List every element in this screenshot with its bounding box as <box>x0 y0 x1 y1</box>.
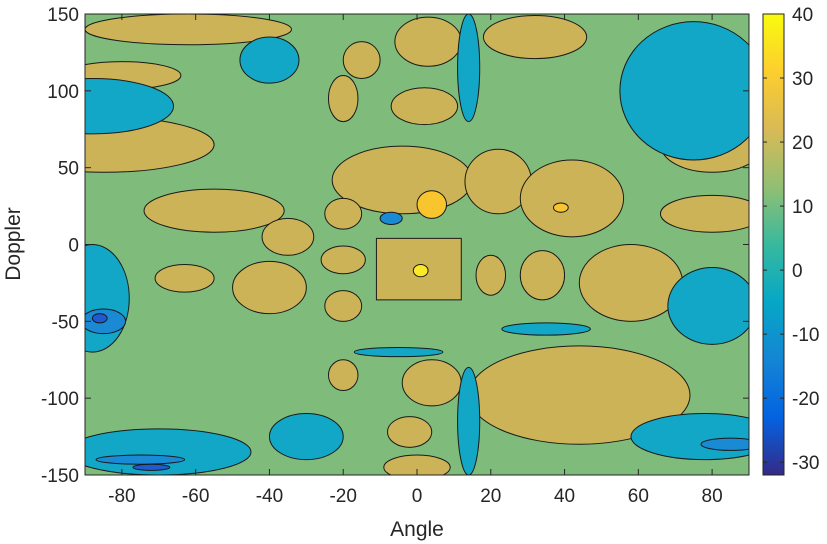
contour-region-27 <box>394 16 462 67</box>
contour-region-6 <box>519 159 625 238</box>
y-tick-label: 100 <box>47 82 79 103</box>
colorbar-tick-label: -20 <box>792 389 819 410</box>
contour-region-39 <box>457 14 481 123</box>
contour-region-30 <box>482 15 588 60</box>
plot-area <box>84 13 750 476</box>
contour-region-38 <box>630 413 749 461</box>
contour-region-17 <box>324 197 363 230</box>
contour-region-42 <box>239 36 300 84</box>
contour-region-48 <box>379 211 403 226</box>
x-tick-label: -60 <box>182 486 209 507</box>
colorbar-gradient <box>762 13 785 476</box>
x-axis-label: Angle <box>390 518 444 541</box>
x-tick-label: -20 <box>329 486 356 507</box>
contour-region-19 <box>475 254 507 296</box>
colorbar-ticks: 40 30 20 10 0 -10 -20 -30 <box>763 5 819 474</box>
colorbar: 40 30 20 10 0 -10 -20 -30 <box>762 5 819 476</box>
y-tick-label: -100 <box>41 389 79 410</box>
contour-regions <box>85 14 749 475</box>
contour-region-4 <box>416 190 448 219</box>
contour-region-36 <box>619 21 749 161</box>
x-tick-label: 80 <box>702 486 723 507</box>
contour-region-34 <box>85 244 130 353</box>
contour-region-10 <box>143 188 285 233</box>
contour-region-49 <box>132 463 171 471</box>
contour-region-15 <box>154 263 215 293</box>
contour-region-32 <box>659 194 749 233</box>
contour-region-23 <box>327 359 359 391</box>
contour-region-13 <box>261 217 315 256</box>
contour-region-14 <box>232 260 307 315</box>
x-tick-label: -40 <box>256 486 283 507</box>
contour-region-45 <box>95 454 186 465</box>
colorbar-tick-label: 30 <box>792 69 813 90</box>
colorbar-tick-label: 20 <box>792 133 813 154</box>
y-axis-label: Doppler <box>2 207 25 281</box>
contour-region-33 <box>85 78 175 135</box>
contour-region-44 <box>501 322 591 336</box>
x-tick-label: 20 <box>480 486 501 507</box>
contour-region-28 <box>342 41 381 80</box>
x-tick-label: 60 <box>628 486 649 507</box>
colorbar-tick-label: 40 <box>792 5 813 26</box>
contour-region-40 <box>457 366 481 475</box>
x-tick-label: 40 <box>554 486 575 507</box>
y-tick-label: 0 <box>68 236 79 257</box>
contour-region-37 <box>667 267 749 345</box>
contour-region-29 <box>327 74 359 123</box>
x-tick-label: -80 <box>108 486 135 507</box>
contour-region-18 <box>324 290 363 322</box>
x-axis-ticks: -80 -60 -40 -20 0 20 40 60 80 <box>108 14 723 507</box>
contour-region-16 <box>320 245 366 275</box>
y-tick-label: -50 <box>52 312 79 333</box>
colorbar-tick-label: -30 <box>792 453 819 474</box>
contour-region-43 <box>353 346 444 358</box>
colorbar-tick-label: 0 <box>792 261 803 282</box>
y-tick-label: 50 <box>58 159 79 180</box>
contour-region-26 <box>390 87 459 126</box>
contour-region-47 <box>700 437 749 451</box>
contour-region-25 <box>383 454 451 475</box>
x-tick-label: 0 <box>412 486 423 507</box>
contour-region-24 <box>386 416 433 448</box>
colorbar-tick-label: 10 <box>792 197 813 218</box>
y-tick-label: -150 <box>41 466 79 487</box>
contour-region-2 <box>412 263 429 278</box>
y-axis-ticks: 150 100 50 0 -50 -100 -150 <box>41 5 749 487</box>
colorbar-tick-label: -10 <box>792 325 819 346</box>
contour-region-50 <box>91 313 108 324</box>
contour-region-22 <box>401 359 462 407</box>
contour-region-7 <box>552 202 569 213</box>
contour-region-20 <box>519 250 566 301</box>
y-tick-label: 150 <box>47 5 79 26</box>
contour-region-8 <box>578 243 684 322</box>
contour-region-41 <box>268 413 344 461</box>
